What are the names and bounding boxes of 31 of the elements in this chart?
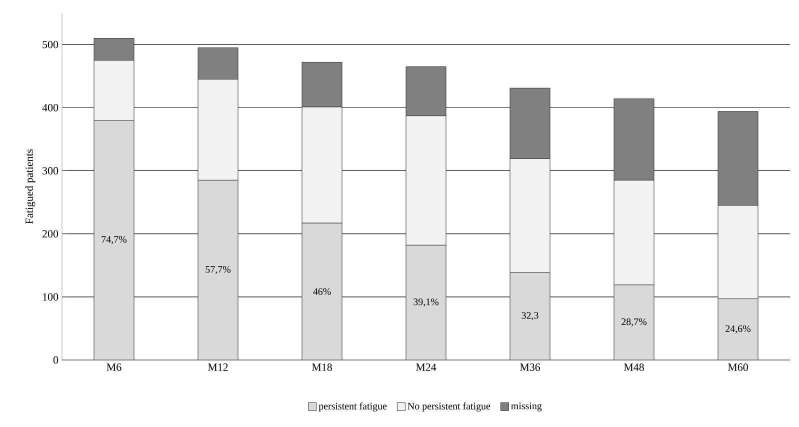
y-tick-label: 0 (53, 356, 58, 364)
annotation: 74,7% (102, 236, 127, 244)
annotation: 32,3 (522, 312, 538, 320)
annotation: 28,7% (622, 318, 647, 327)
bar (302, 222, 342, 360)
x-tick-label: M60 (728, 364, 748, 371)
y-tick-label: 500 (42, 40, 58, 48)
x-tick-label: M12 (208, 364, 228, 371)
legend-label: missing (511, 402, 542, 412)
bar (94, 120, 134, 360)
bar (406, 244, 446, 360)
x-tick-label: M48 (624, 364, 644, 371)
legend-label: No persistent fatigue (408, 402, 490, 412)
y-axis-title: Fatigued patients (25, 149, 36, 224)
bar (718, 298, 758, 360)
x-tick-label: M6 (106, 364, 122, 371)
bar (614, 284, 654, 360)
bar (198, 180, 238, 360)
legend-label: persistent fatigue (318, 402, 387, 412)
annotation: 46% (313, 288, 331, 295)
x-tick-label: M36 (520, 364, 540, 371)
annotation: 39,1% (414, 298, 439, 307)
annotation: 57,7% (206, 266, 231, 274)
annotation: 24,6% (726, 325, 751, 334)
bar (510, 272, 550, 360)
y-tick-label: 200 (42, 230, 58, 238)
y-tick-label: 100 (43, 293, 58, 301)
x-tick-label: M18 (312, 364, 332, 371)
y-tick-label: 300 (42, 167, 58, 174)
y-tick-label: 400 (42, 104, 58, 112)
x-tick-label: M24 (416, 364, 436, 371)
